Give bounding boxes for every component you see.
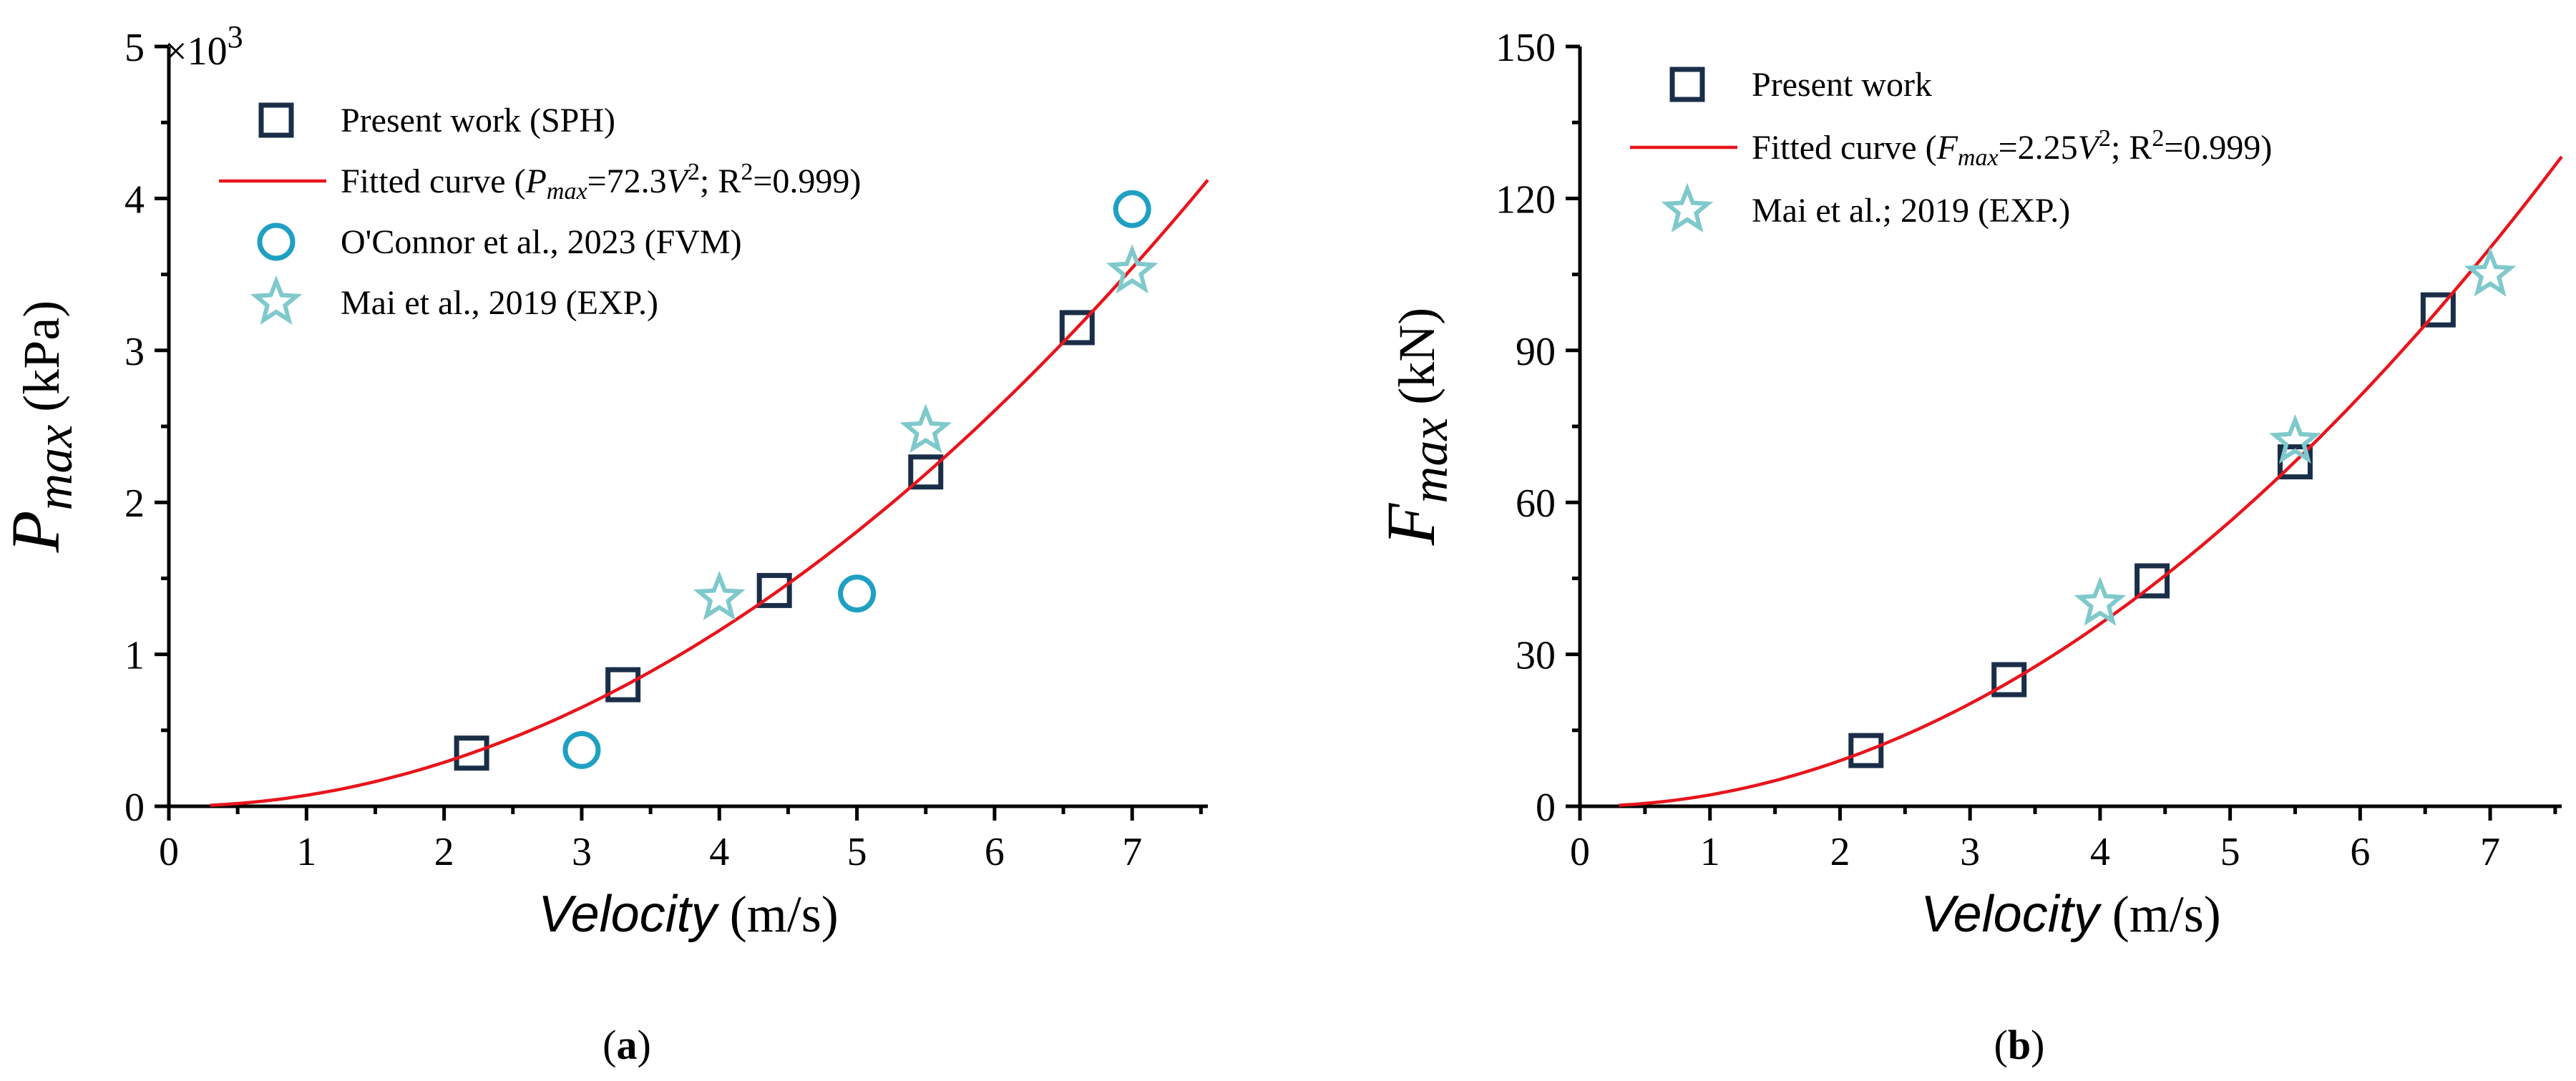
x-tick-label: 6: [985, 830, 1005, 874]
x-tick-label: 2: [1830, 830, 1850, 874]
y-axis-title: Fmax (kN): [1372, 308, 1458, 547]
data-point-square: [2135, 563, 2170, 599]
series-line: [210, 179, 1209, 807]
x-tick-label: 0: [159, 830, 179, 874]
x-tick-label: 3: [572, 830, 592, 874]
data-point-star: [2269, 414, 2321, 464]
y-tick-label: 30: [1516, 634, 1556, 678]
legend-swatch-star: [250, 275, 303, 325]
y-tick-label: 3: [125, 330, 145, 374]
legend: Present work (SPH) Fitted curve (Pmax=72.…: [219, 102, 861, 325]
legend-item: Mai et al., 2019 (EXP.): [250, 275, 658, 325]
y-tick-label: 5: [125, 26, 145, 70]
data-point-circle: [1113, 190, 1151, 228]
x-tick-label: 7: [1122, 830, 1142, 874]
legend-item: Fitted curve (Pmax=72.3V2; R2=0.999): [219, 159, 861, 205]
x-tick-label: 7: [2480, 830, 2500, 874]
chart-panel-a: 0 1 2 3 4 5 6 7 0 1 2 3 4 5 ×103 Velocity (m/s) Pmax (kP…: [0, 19, 1209, 1068]
data-point-star: [2074, 576, 2127, 626]
legend-item: Fitted curve (Fmax=2.25V2; R2=0.999): [1630, 125, 2272, 171]
x-tick-label: 1: [1700, 830, 1720, 874]
data-point-star: [899, 403, 952, 454]
data-point-star: [2464, 247, 2517, 297]
x-tick-label: 4: [709, 830, 729, 874]
series-star: [2074, 247, 2517, 626]
legend-item: Present work (SPH): [258, 102, 615, 140]
y-tick-label: 120: [1496, 177, 1556, 222]
fitted-curve-line: [1619, 155, 2563, 807]
data-point-square: [1991, 662, 2027, 698]
data-point-square: [756, 572, 792, 608]
panel-label: (b): [1994, 1022, 2045, 1068]
y-tick-label: 0: [1536, 786, 1556, 830]
data-point-square: [1848, 733, 1884, 768]
x-axis-title: Velocity (m/s): [1921, 886, 2220, 943]
data-point-square: [1059, 310, 1095, 346]
data-point-square: [908, 454, 944, 490]
legend-label: O'Connor et al., 2023 (FVM): [341, 223, 742, 261]
x-tick-label: 0: [1570, 830, 1590, 874]
legend-item: O'Connor et al., 2023 (FVM): [257, 222, 742, 261]
legend-swatch-star: [1661, 182, 1714, 233]
y-tick-label: 60: [1516, 481, 1556, 526]
x-tick-label: 4: [2090, 830, 2110, 874]
legend-label: Fitted curve (Pmax=72.3V2; R2=0.999): [341, 159, 861, 205]
legend: Present work Fitted curve (Fmax=2.25V2; R…: [1630, 66, 2272, 233]
y-axis-title: Pmax (kPa): [0, 300, 83, 554]
x-tick-label: 5: [847, 830, 867, 874]
series-square: [1848, 292, 2456, 768]
series-line: [1619, 155, 2563, 807]
data-point-square: [2420, 292, 2456, 328]
chart-panel-b: 0 1 2 3 4 5 6 7 0 30 60 90 120 150 Velocity (m/s) Fmax …: [1372, 26, 2563, 1068]
y-tick-label: 90: [1516, 330, 1556, 374]
series-circle: [562, 190, 1151, 769]
legend-item: Mai et al.; 2019 (EXP.): [1661, 182, 2070, 233]
data-point-circle: [562, 730, 601, 769]
x-tick-label: 3: [1960, 830, 1980, 874]
y-multiplier: ×103: [165, 19, 243, 74]
x-tick-label: 1: [296, 830, 316, 874]
legend-swatch-circle: [257, 222, 296, 261]
x-tick-label: 2: [434, 830, 454, 874]
legend-item: Present work: [1669, 66, 1932, 104]
panel-label: (a): [602, 1022, 651, 1068]
y-tick-label: 1: [125, 634, 145, 678]
legend-label: Present work: [1752, 66, 1932, 104]
data-point-star: [693, 570, 746, 620]
y-tick-label: 150: [1496, 26, 1556, 70]
legend-label: Mai et al., 2019 (EXP.): [341, 284, 658, 322]
y-tick-label: 0: [125, 786, 145, 830]
x-axis-title: Velocity (m/s): [538, 886, 838, 943]
legend-swatch-square: [258, 102, 294, 138]
data-point-square: [605, 667, 641, 703]
series-star: [693, 244, 1158, 620]
legend-label: Mai et al.; 2019 (EXP.): [1752, 192, 2070, 230]
legend-swatch-square: [1669, 67, 1705, 102]
y-tick-label: 4: [125, 177, 145, 222]
y-tick-label: 2: [125, 481, 145, 526]
fitted-curve-line: [210, 179, 1209, 807]
data-point-circle: [838, 574, 877, 613]
data-point-star: [1106, 244, 1158, 294]
x-tick-label: 6: [2350, 830, 2370, 874]
legend-label: Present work (SPH): [341, 102, 615, 140]
data-point-square: [454, 735, 489, 771]
series-square: [454, 310, 1095, 771]
x-tick-label: 5: [2220, 830, 2240, 874]
legend-label: Fitted curve (Fmax=2.25V2; R2=0.999): [1752, 125, 2272, 171]
